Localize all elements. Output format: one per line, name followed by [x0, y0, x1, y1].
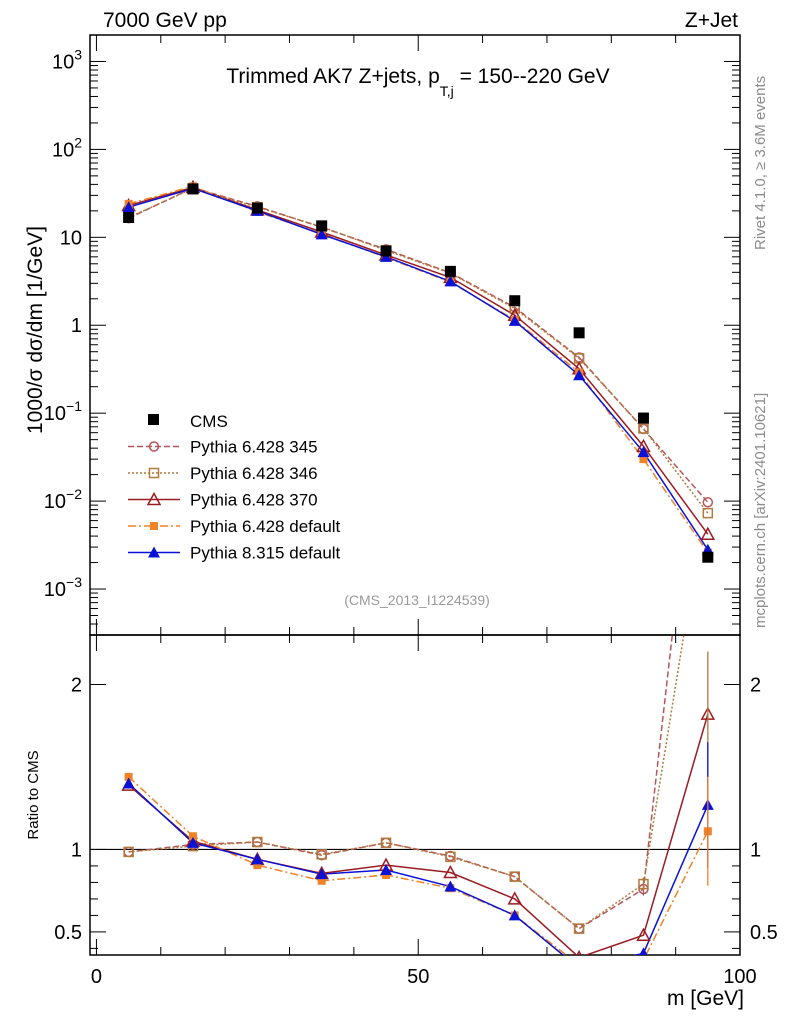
series-point [444, 275, 457, 287]
cms-point [509, 295, 521, 307]
ratio-point [575, 961, 583, 969]
ratio-point [639, 947, 648, 955]
ratio-tick-label-right: 1 [750, 839, 761, 861]
series-lines [128, 185, 709, 955]
legend-label: Pythia 8.315 default [190, 544, 341, 563]
cms-point [380, 245, 392, 257]
ratio-point [315, 868, 328, 880]
mcplots-label: mcplots.cern.ch [arXiv:2401.10621] [752, 393, 769, 628]
ratio-point [251, 853, 264, 865]
cms-point [573, 327, 585, 339]
ratio-tick-label: 0.5 [54, 922, 82, 944]
legend-label: Pythia 6.428 370 [190, 491, 318, 510]
ratio-point [123, 846, 134, 858]
ratio-tick-label-right: 0.5 [750, 922, 778, 944]
ratio-point [317, 876, 326, 885]
series-point [700, 526, 716, 540]
ratio-point [253, 861, 262, 870]
y-tick-label: 102 [52, 134, 82, 161]
ratio-point [508, 909, 521, 921]
cms-point [444, 265, 456, 277]
legend-label: Pythia 6.428 default [190, 517, 341, 536]
cms-point [251, 202, 263, 214]
rivet-label: Rivet 4.1.0, ≥ 3.6M events [752, 76, 769, 250]
legend-label: Pythia 6.428 345 [190, 438, 318, 457]
header-right: Z+Jet [685, 9, 738, 32]
x-axis-label: m [GeV] [667, 987, 744, 1010]
series-line [128, 187, 709, 514]
chart-title: Trimmed AK7 Z+jets, pT,j = 150--220 GeV [226, 65, 609, 99]
legend: CMS Pythia 6.428 345 Pythia 6.428 346 Pythi… [128, 412, 341, 563]
axis-ticks: 0 50 100 10−3 10−2 10−1 1 10 102 103 0.5 0.5 1 1 2 2 [44, 34, 778, 988]
cms-point [187, 183, 199, 195]
series-point [573, 369, 586, 381]
ratio-point [252, 836, 263, 848]
ratio-point [636, 927, 651, 941]
series-point [702, 507, 714, 519]
legend-label-cms: CMS [190, 412, 228, 431]
ratio-point [509, 871, 521, 882]
ratio-point [122, 777, 135, 789]
main-panel-frame [89, 34, 741, 636]
ratio-point [445, 851, 456, 863]
ratio-point [573, 923, 585, 934]
x-tick-label: 100 [723, 966, 756, 988]
series-line [128, 187, 709, 551]
series-point [508, 314, 521, 326]
ratio-line [128, 776, 709, 955]
legend-marker-cms [148, 414, 159, 425]
ratio-point [703, 482, 712, 491]
ratio-point [380, 864, 393, 876]
ratio-point [380, 837, 392, 849]
y-tick-label: 10 [60, 227, 82, 249]
legend-marker [148, 546, 160, 558]
x-tick-label: 0 [91, 966, 102, 988]
cms-point [123, 212, 135, 224]
ratio-point [444, 880, 457, 892]
ratio-point [639, 956, 647, 964]
ratio-tick-label-right: 2 [750, 674, 761, 696]
ratio-point [507, 891, 523, 905]
series-point [702, 497, 714, 508]
legend-marker [148, 467, 160, 479]
series-point [639, 455, 648, 464]
ratio-point [316, 849, 327, 860]
y-tick-label: 1 [71, 315, 82, 337]
cms-point [316, 220, 328, 232]
analysis-tag: (CMS_2013_I1224539) [344, 592, 490, 608]
ratio-panel-frame [89, 634, 741, 956]
ratio-point [124, 772, 133, 781]
y-tick-label: 103 [52, 46, 82, 73]
legend-label: Pythia 6.428 346 [190, 464, 318, 483]
legend-marker [146, 491, 162, 506]
series-point [122, 201, 135, 213]
series-point [637, 446, 650, 458]
ratio-line [128, 635, 685, 930]
series-point [315, 228, 328, 240]
ratio-point [573, 923, 585, 934]
x-tick-label: 50 [407, 966, 429, 988]
y-axis-label: 1000/σ dσ/dm [1/GeV] [24, 226, 47, 434]
legend-marker [150, 522, 158, 530]
cms-point [637, 412, 649, 424]
y-tick-label: 10−3 [44, 574, 82, 601]
ratio-axis-label: Ratio to CMS [25, 750, 42, 839]
ratio-point [188, 832, 197, 841]
ratio-tick-label: 2 [71, 674, 82, 696]
ratio-point [186, 836, 199, 848]
ratio-tick-label: 1 [71, 839, 82, 861]
series-point [638, 423, 649, 434]
ratio-line [128, 713, 709, 955]
ratio-point [573, 962, 585, 973]
series-points [121, 179, 716, 973]
legend-marker [148, 441, 160, 452]
ratio-line [128, 782, 709, 955]
header-left: 7000 GeV pp [103, 9, 227, 32]
y-tick-label: 10−1 [44, 398, 82, 425]
ratio-point [443, 864, 458, 879]
ratio-point [703, 317, 712, 326]
y-tick-label: 10−2 [44, 486, 82, 513]
cms-point [702, 551, 714, 563]
